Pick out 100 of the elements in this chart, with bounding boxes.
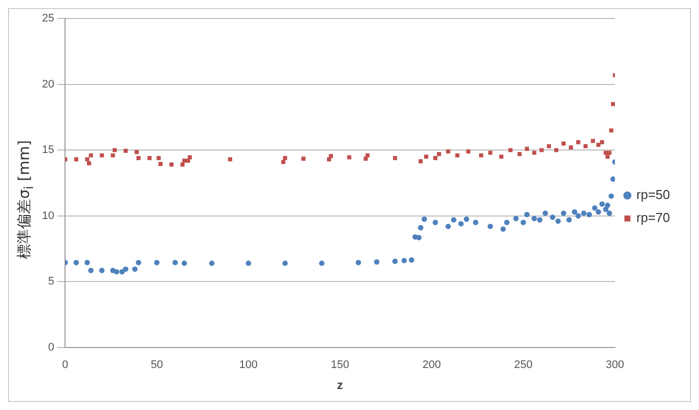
point <box>154 260 160 266</box>
point <box>246 260 252 266</box>
point <box>546 144 551 148</box>
point <box>568 145 573 150</box>
point <box>172 260 178 266</box>
point <box>466 149 470 154</box>
point <box>180 162 185 167</box>
point <box>209 260 215 266</box>
point <box>610 176 615 182</box>
point <box>540 148 544 152</box>
point <box>88 153 93 158</box>
point <box>84 260 90 266</box>
x-tick-label: 50 <box>150 359 163 372</box>
x-axis-title: z <box>337 378 344 392</box>
point <box>416 234 422 240</box>
point <box>572 209 578 215</box>
point <box>112 148 117 152</box>
point <box>518 152 522 156</box>
point <box>445 224 451 230</box>
point <box>592 205 598 211</box>
point <box>586 212 592 218</box>
point <box>596 142 600 147</box>
point <box>408 257 414 263</box>
point <box>576 140 580 144</box>
point <box>392 156 398 160</box>
point <box>611 102 615 106</box>
point <box>550 214 556 220</box>
point <box>134 150 139 154</box>
point <box>319 260 324 266</box>
point <box>188 155 192 160</box>
point <box>147 156 152 160</box>
point <box>100 153 104 158</box>
y-tick-label: 15 <box>42 144 54 156</box>
point <box>581 210 586 216</box>
point <box>604 202 610 208</box>
point <box>119 269 125 274</box>
point <box>554 148 558 152</box>
point <box>606 154 610 159</box>
point <box>356 260 362 266</box>
point <box>156 156 161 160</box>
point <box>99 268 105 274</box>
point <box>446 149 450 154</box>
point <box>500 226 506 232</box>
point <box>537 217 542 223</box>
point <box>590 138 595 143</box>
point <box>488 224 493 230</box>
x-tick-label: 100 <box>239 359 258 372</box>
point <box>123 266 128 272</box>
point <box>436 152 442 156</box>
point <box>600 140 604 144</box>
point <box>282 260 288 266</box>
point <box>606 210 612 216</box>
point <box>524 212 530 218</box>
point <box>182 260 188 266</box>
point <box>85 157 90 162</box>
point <box>365 153 370 158</box>
point <box>464 216 470 222</box>
point <box>124 148 128 153</box>
x-tick-label: 250 <box>514 359 532 372</box>
point <box>169 162 174 167</box>
point <box>132 266 138 272</box>
point <box>566 217 572 223</box>
point <box>458 221 464 226</box>
point <box>607 150 612 155</box>
point <box>418 159 423 164</box>
point <box>499 154 504 159</box>
y-tick-label: 10 <box>42 210 54 222</box>
y-tick-label: 20 <box>42 78 54 90</box>
point <box>479 153 484 158</box>
point <box>608 193 614 199</box>
y-tick-label: 25 <box>42 12 54 25</box>
point <box>392 258 398 264</box>
point <box>347 155 352 160</box>
y-tick-label: 5 <box>48 276 54 288</box>
point <box>504 220 510 226</box>
point <box>455 153 460 158</box>
point <box>555 218 561 224</box>
point <box>532 150 536 155</box>
point <box>283 156 288 160</box>
point <box>281 160 286 164</box>
point <box>472 220 478 226</box>
point <box>374 259 380 265</box>
x-tick-label: 200 <box>422 359 441 372</box>
point <box>576 213 581 219</box>
legend-label: rp=50 <box>636 187 670 202</box>
point <box>599 201 605 207</box>
point <box>418 225 424 230</box>
point <box>542 210 548 216</box>
point <box>136 156 141 160</box>
point <box>114 269 120 274</box>
point <box>532 216 537 222</box>
point <box>603 206 608 212</box>
point <box>74 157 78 162</box>
point <box>327 157 332 162</box>
legend-label: rp=70 <box>636 210 670 226</box>
point <box>364 156 368 161</box>
point <box>328 154 333 158</box>
point <box>432 220 438 226</box>
point <box>110 153 115 158</box>
point <box>584 144 588 148</box>
